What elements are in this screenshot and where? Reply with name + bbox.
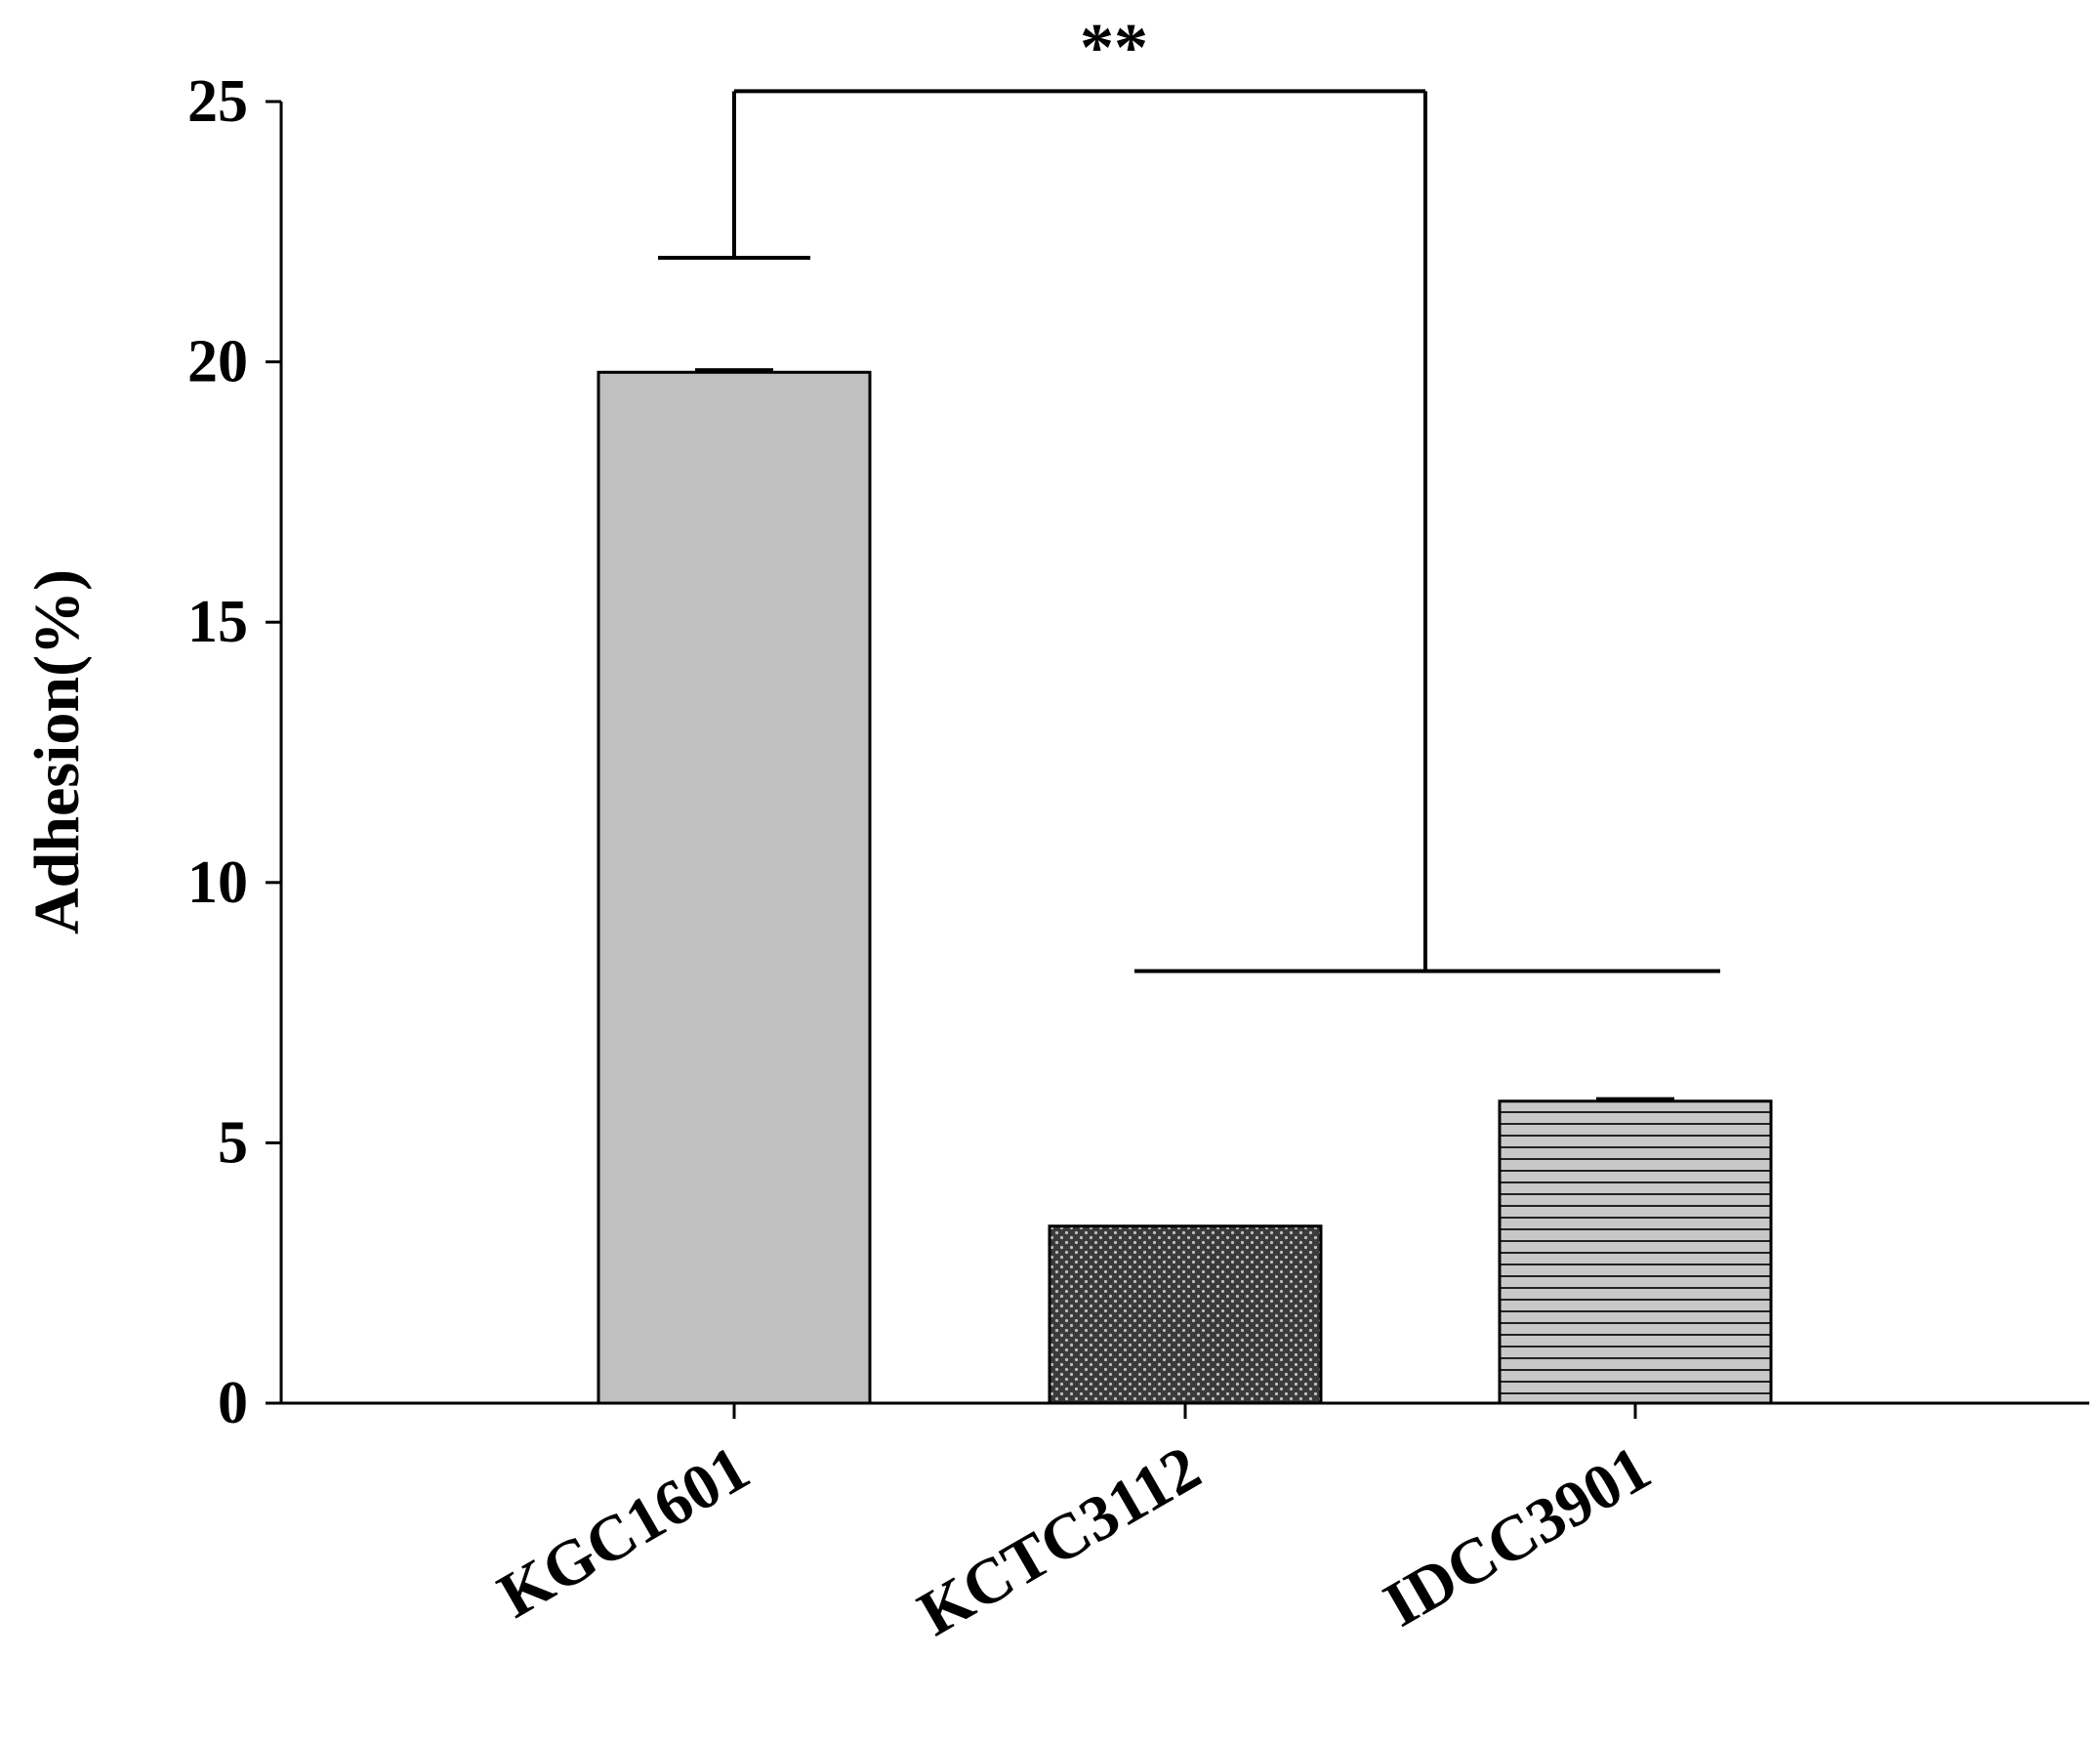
axes	[266, 100, 2089, 1419]
y-tick-label: 0	[218, 1370, 248, 1436]
x-tick-label: KGC1601	[486, 1432, 761, 1632]
y-axis-label: Adhesion(%)	[21, 569, 93, 934]
significance-bracket: **	[658, 11, 1720, 974]
x-tick-label: KCTC3112	[907, 1432, 1213, 1650]
y-tick-label: 20	[187, 329, 248, 395]
y-tick-label: 25	[187, 68, 248, 135]
y-tick-label: 15	[187, 589, 248, 655]
bar	[597, 370, 872, 1405]
y-tick-label: 5	[218, 1109, 248, 1176]
bar	[1498, 1099, 1773, 1405]
y-tick-label: 10	[187, 850, 248, 916]
bars	[597, 368, 1773, 1405]
bar	[1048, 1224, 1323, 1405]
x-tick-label: IDCC3901	[1373, 1432, 1663, 1641]
significance-label: **	[1080, 11, 1148, 86]
